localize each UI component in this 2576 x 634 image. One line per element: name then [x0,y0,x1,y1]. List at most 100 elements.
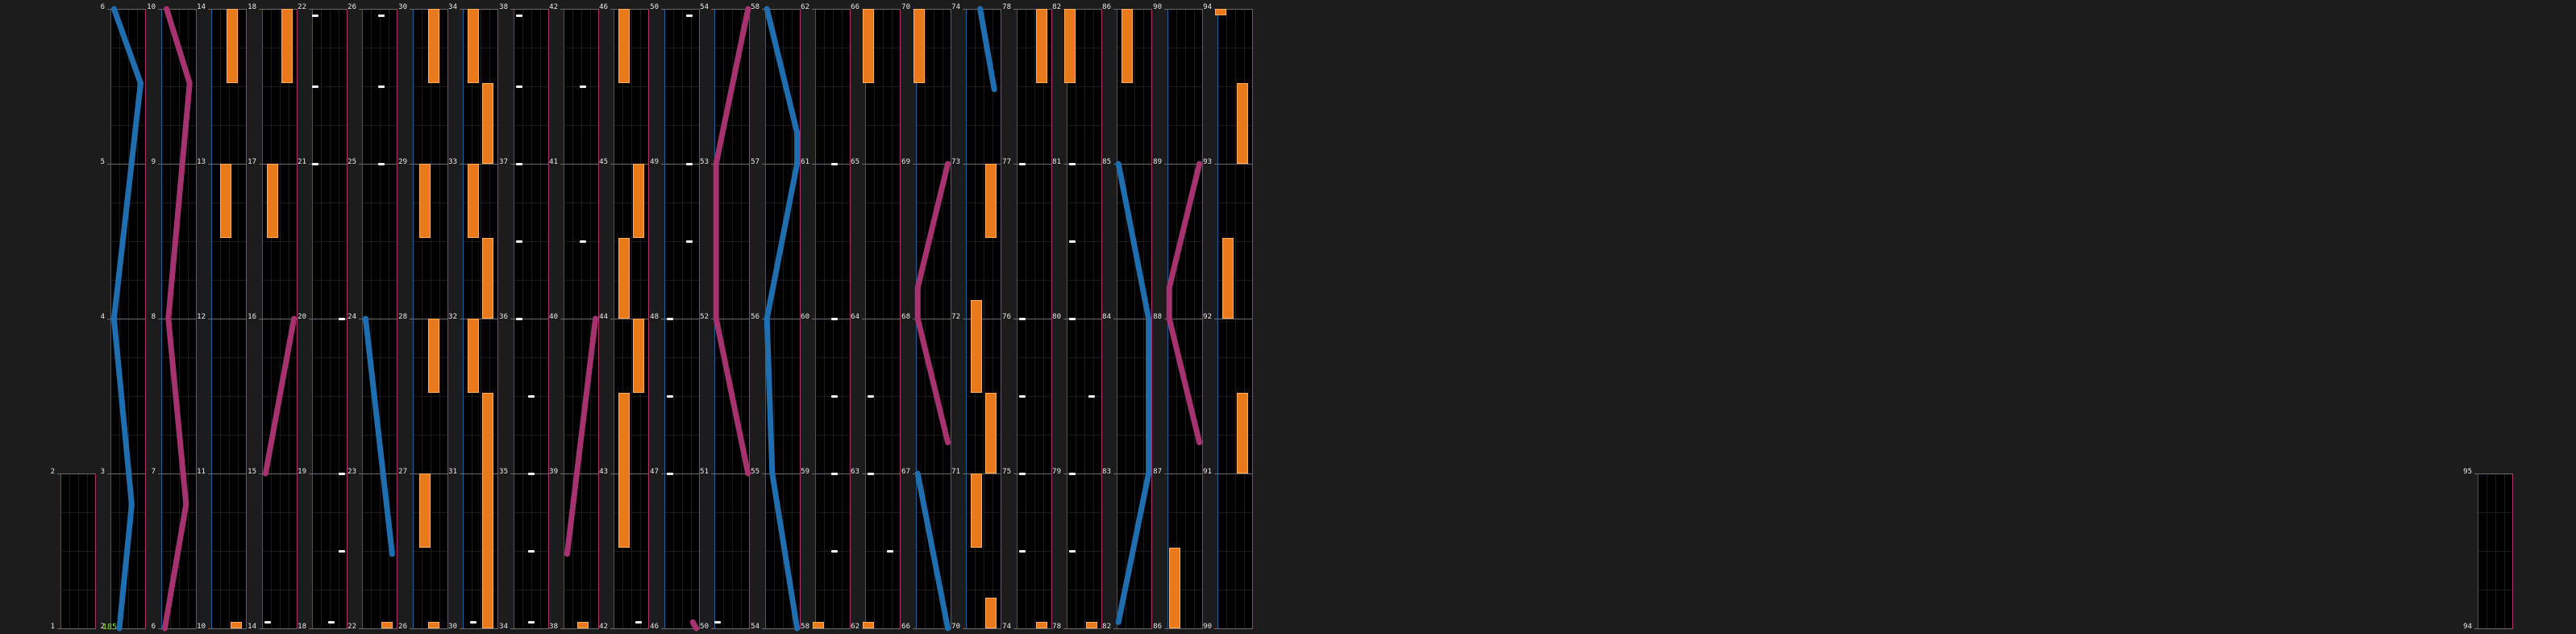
hold-note[interactable] [984,393,997,473]
blue-slide-note[interactable] [110,6,144,632]
pink-slide-note[interactable] [713,6,751,477]
tap-note[interactable] [378,14,385,17]
tap-note[interactable] [1018,163,1026,165]
tap-note[interactable] [312,163,319,165]
tap-note[interactable] [470,621,477,624]
hold-note[interactable] [481,238,493,319]
tap-note[interactable] [714,621,722,624]
lane-column[interactable] [60,473,96,628]
pink-slide-note[interactable] [161,6,193,632]
hold-note[interactable] [219,164,231,239]
blue-slide-note[interactable] [914,470,951,632]
hold-note[interactable] [481,393,493,628]
hold-note[interactable] [863,622,875,628]
hold-note[interactable] [1236,83,1248,164]
tap-note[interactable] [831,550,839,553]
hold-note[interactable] [632,164,644,239]
hold-note[interactable] [267,164,279,239]
tap-note[interactable] [264,621,271,624]
hold-note[interactable] [1122,9,1134,84]
tap-note[interactable] [339,550,346,553]
tap-note[interactable] [685,163,693,165]
hold-note[interactable] [984,597,997,628]
hold-note[interactable] [419,164,431,239]
tap-note[interactable] [666,473,673,475]
tap-note[interactable] [515,86,522,88]
tap-note[interactable] [515,318,522,320]
tap-note[interactable] [1068,163,1076,165]
hold-note[interactable] [468,319,480,394]
tap-note[interactable] [378,163,385,165]
tap-note[interactable] [580,86,587,88]
hold-note[interactable] [984,164,997,239]
tap-note[interactable] [1068,240,1076,243]
hold-note[interactable] [618,9,630,84]
tap-note[interactable] [831,473,839,475]
hold-note[interactable] [971,299,983,394]
tap-note[interactable] [831,318,839,320]
hold-note[interactable] [863,9,875,84]
tap-note[interactable] [886,550,893,553]
hold-note[interactable] [618,393,630,548]
hold-note[interactable] [227,9,239,84]
lane-column[interactable] [2478,473,2513,628]
tap-note[interactable] [580,240,587,243]
tap-note[interactable] [831,395,839,398]
hold-note[interactable] [1215,9,1227,15]
tap-note[interactable] [666,318,673,320]
hold-note[interactable] [1085,622,1097,628]
pink-slide-note[interactable] [1166,161,1203,446]
hold-note[interactable] [381,622,393,628]
tap-note[interactable] [528,395,535,398]
hold-note[interactable] [632,319,644,394]
tap-note[interactable] [312,86,319,88]
hold-note[interactable] [428,622,440,628]
tap-note[interactable] [1068,473,1076,475]
hold-note[interactable] [813,622,825,628]
tap-note[interactable] [515,14,522,17]
tap-note[interactable] [867,395,874,398]
tap-note[interactable] [666,395,673,398]
hold-note[interactable] [1035,622,1047,628]
tap-note[interactable] [515,163,522,165]
pink-slide-note[interactable] [689,619,700,632]
blue-slide-note[interactable] [764,6,801,632]
hold-note[interactable] [419,473,431,548]
hold-note[interactable] [428,9,440,84]
tap-note[interactable] [1088,395,1095,398]
tap-note[interactable] [1068,318,1076,320]
hold-note[interactable] [468,164,480,239]
tap-note[interactable] [635,621,642,624]
hold-note[interactable] [577,622,589,628]
hold-note[interactable] [618,238,630,319]
hold-note[interactable] [913,9,926,84]
tap-note[interactable] [339,318,346,320]
tap-note[interactable] [685,240,693,243]
hold-note[interactable] [468,9,480,84]
blue-slide-note[interactable] [362,315,395,557]
pink-slide-note[interactable] [914,161,951,446]
hold-note[interactable] [428,319,440,394]
hold-note[interactable] [230,622,242,628]
hold-note[interactable] [1168,548,1180,628]
tap-note[interactable] [867,473,874,475]
tap-note[interactable] [328,621,335,624]
hold-note[interactable] [1064,9,1076,84]
hold-note[interactable] [1035,9,1047,84]
tap-note[interactable] [515,240,522,243]
pink-slide-note[interactable] [262,315,298,477]
tap-note[interactable] [1018,550,1026,553]
blue-slide-note[interactable] [977,6,997,93]
hold-note[interactable] [1222,238,1234,319]
pink-slide-note[interactable] [564,315,599,557]
hold-note[interactable] [481,83,493,164]
tap-note[interactable] [831,163,839,165]
hold-note[interactable] [971,473,983,548]
tap-note[interactable] [1018,318,1026,320]
blue-slide-note[interactable] [1115,161,1152,625]
tap-note[interactable] [1068,550,1076,553]
tap-note[interactable] [528,473,535,475]
tap-note[interactable] [1018,473,1026,475]
tap-note[interactable] [528,621,535,624]
